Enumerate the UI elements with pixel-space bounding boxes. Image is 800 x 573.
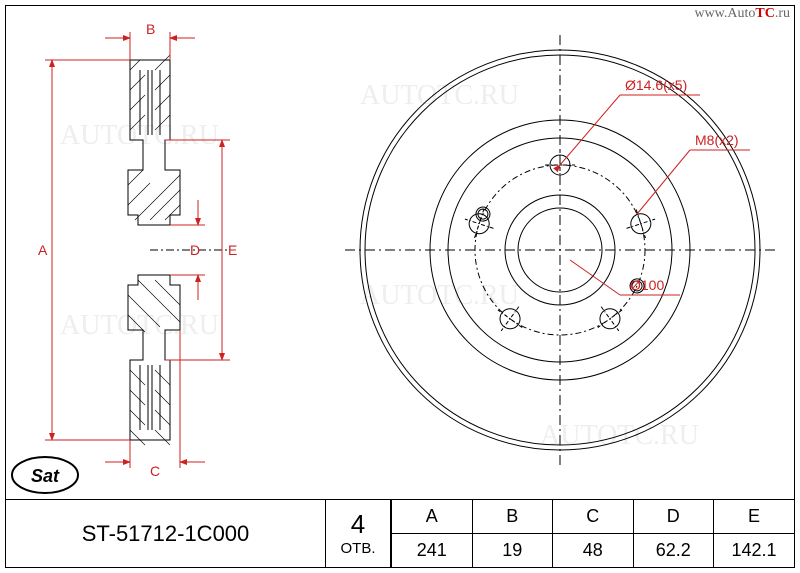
wm-prefix: www.Auto bbox=[694, 6, 755, 21]
site-watermark: www.AutoTC.ru bbox=[694, 6, 790, 22]
dim-val-A: 241 bbox=[392, 534, 473, 567]
dim-D-label: D bbox=[190, 242, 200, 258]
part-number: ST-51712-1C000 bbox=[6, 499, 326, 567]
wm-mid: TC bbox=[755, 6, 774, 21]
dim-val-C: 48 bbox=[553, 534, 634, 567]
dim-A-label: A bbox=[38, 242, 48, 258]
front-view: Ø14.6(x5) M8(x2) Ø100 bbox=[340, 30, 780, 470]
brand-logo: Sat bbox=[10, 455, 80, 495]
dim-head-B: B bbox=[472, 500, 553, 534]
hole-count-label: ОТВ. bbox=[340, 540, 375, 558]
hole-count-value: 4 bbox=[351, 509, 365, 540]
dimension-table: A B C D E 241 19 48 62.2 142.1 bbox=[391, 499, 794, 567]
dim-head-E: E bbox=[714, 500, 795, 534]
dim-value-row: 241 19 48 62.2 142.1 bbox=[392, 534, 795, 567]
dim-head-A: A bbox=[392, 500, 473, 534]
callout-bolt: Ø14.6(x5) bbox=[625, 77, 687, 93]
wm-suffix: .ru bbox=[775, 6, 790, 21]
callout-thread: M8(x2) bbox=[695, 132, 739, 148]
side-section-view: B C A E D bbox=[20, 20, 320, 480]
callout-bore: Ø100 bbox=[630, 277, 664, 293]
dim-E-label: E bbox=[228, 242, 237, 258]
hole-count: 4 ОТВ. bbox=[326, 499, 391, 567]
dim-val-B: 19 bbox=[472, 534, 553, 567]
dim-head-C: C bbox=[553, 500, 634, 534]
dim-C-label: C bbox=[150, 463, 160, 479]
dim-head-D: D bbox=[633, 500, 714, 534]
dim-B-label: B bbox=[146, 21, 155, 37]
title-block: ST-51712-1C000 4 ОТВ. A B C D E 241 19 4… bbox=[6, 499, 794, 567]
dim-header-row: A B C D E bbox=[392, 500, 795, 534]
dim-val-E: 142.1 bbox=[714, 534, 795, 567]
svg-text:Sat: Sat bbox=[31, 466, 60, 486]
dim-val-D: 62.2 bbox=[633, 534, 714, 567]
